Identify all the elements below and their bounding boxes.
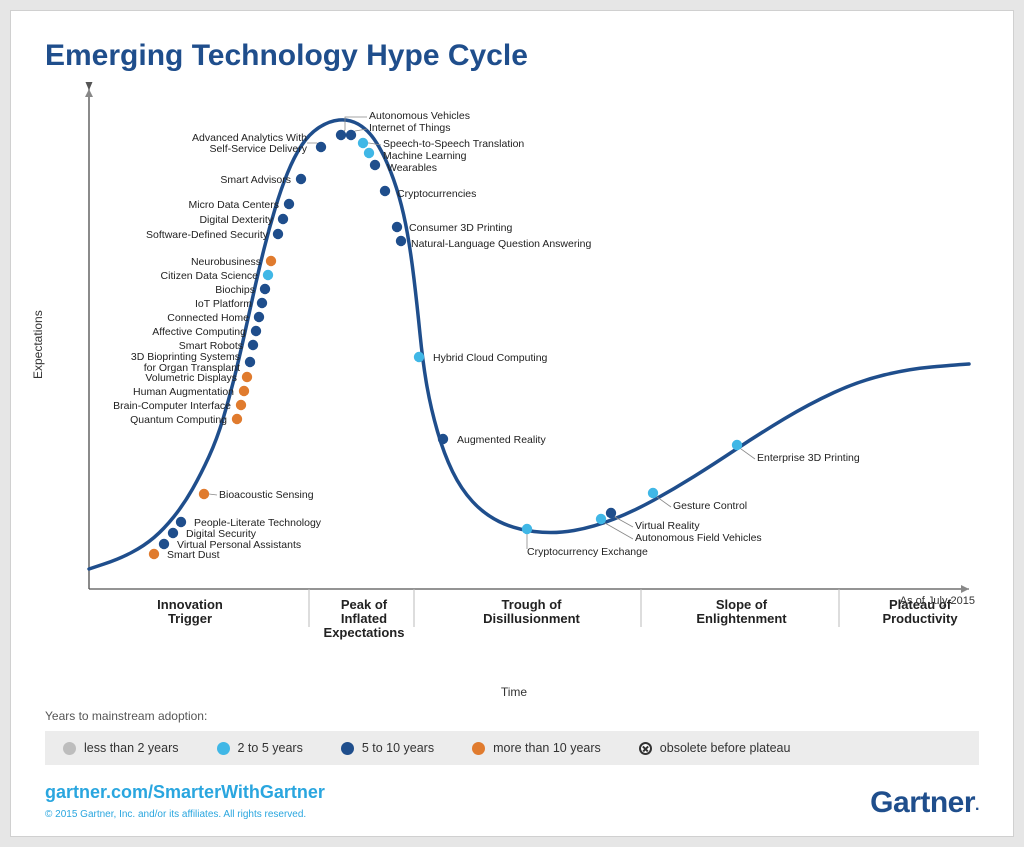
tech-label: People-Literate Technology	[194, 517, 322, 529]
brand-logo: Gartner.	[870, 786, 979, 820]
tech-label: Augmented Reality	[457, 434, 546, 446]
tech-label: Neurobusiness	[191, 256, 261, 268]
tech-label: Wearables	[387, 162, 437, 174]
legend-item: 2 to 5 years	[217, 741, 303, 755]
tech-label: Bioacoustic Sensing	[219, 489, 314, 501]
tech-label: Cryptocurrencies	[397, 188, 476, 200]
tech-label: Software-Defined Security	[146, 229, 269, 241]
footer-link[interactable]: gartner.com/SmarterWithGartner	[45, 782, 325, 802]
phase-label: Slope ofEnlightenment	[696, 597, 787, 626]
tech-label: Gesture Control	[673, 500, 747, 512]
legend-item: 5 to 10 years	[341, 741, 434, 755]
tech-label: Affective Computing	[152, 326, 246, 338]
legend-box: less than 2 years 2 to 5 years 5 to 10 yea…	[45, 731, 979, 765]
tech-label: Brain-Computer Interface	[113, 400, 231, 412]
tech-label: Smart Advisors	[220, 174, 291, 186]
legend-item: less than 2 years	[63, 741, 179, 755]
tech-label: Autonomous Field Vehicles	[635, 532, 762, 544]
tech-label: Machine Learning	[383, 150, 467, 162]
legend-dot-icon	[63, 742, 76, 755]
as-of-label: As of July 2015	[900, 595, 975, 607]
tech-label: 3D Bioprinting Systemsfor Organ Transpla…	[131, 351, 240, 374]
tech-label: Cryptocurrency Exchange	[527, 546, 648, 558]
tech-label: Micro Data Centers	[189, 199, 279, 211]
tech-label: Autonomous Vehicles	[369, 110, 470, 122]
legend-label: more than 10 years	[493, 741, 601, 755]
tech-label: Human Augmentation	[133, 386, 234, 398]
obsolete-icon	[639, 742, 652, 755]
legend-dot-icon	[341, 742, 354, 755]
legend: Years to mainstream adoption: less than …	[45, 709, 979, 765]
footer: gartner.com/SmarterWithGartner © 2015 Ga…	[45, 782, 979, 820]
x-axis-label: Time	[501, 685, 527, 699]
tech-label: Hybrid Cloud Computing	[433, 352, 548, 364]
legend-dot-icon	[472, 742, 485, 755]
legend-item: more than 10 years	[472, 741, 601, 755]
tech-label: Natural-Language Question Answering	[411, 238, 592, 250]
phase-label: InnovationTrigger	[157, 597, 223, 626]
tech-label: Speech-to-Speech Translation	[383, 138, 524, 150]
tech-label: Biochips	[215, 284, 255, 296]
tech-label: Internet of Things	[369, 122, 451, 134]
chart-svg: Smart DustVirtual Personal AssistantsDig…	[49, 79, 979, 659]
tech-label: Virtual Reality	[635, 520, 700, 532]
legend-label: 5 to 10 years	[362, 741, 434, 755]
hype-cycle-chart: Expectations Smart DustVirtual Personal …	[49, 79, 979, 659]
tech-label: Virtual Personal Assistants	[177, 539, 301, 551]
page-title: Emerging Technology Hype Cycle	[45, 39, 979, 73]
tech-label: Smart Robots	[179, 340, 243, 352]
phase-label: Trough ofDisillusionment	[483, 597, 580, 626]
tech-label: Advanced Analytics WithSelf-Service Deli…	[192, 132, 308, 155]
legend-dot-icon	[217, 742, 230, 755]
phase-label: Peak ofInflatedExpectations	[324, 597, 405, 640]
legend-title: Years to mainstream adoption:	[45, 709, 979, 723]
tech-label: Enterprise 3D Printing	[757, 452, 860, 464]
tech-label: Connected Home	[167, 312, 249, 324]
legend-label: less than 2 years	[84, 741, 179, 755]
y-axis-label: Expectations	[31, 310, 45, 379]
legend-item: obsolete before plateau	[639, 741, 791, 755]
copyright: © 2015 Gartner, Inc. and/or its affiliat…	[45, 809, 979, 820]
chart-card: Emerging Technology Hype Cycle Expectati…	[10, 10, 1014, 837]
legend-label: obsolete before plateau	[660, 741, 791, 755]
tech-label: Citizen Data Science	[161, 270, 259, 282]
legend-label: 2 to 5 years	[238, 741, 303, 755]
tech-label: Quantum Computing	[130, 414, 227, 426]
tech-label: Digital Dexterity	[199, 214, 273, 226]
tech-label: IoT Platform	[195, 298, 252, 310]
tech-label: Consumer 3D Printing	[409, 222, 512, 234]
tech-label: Digital Security	[186, 528, 257, 540]
